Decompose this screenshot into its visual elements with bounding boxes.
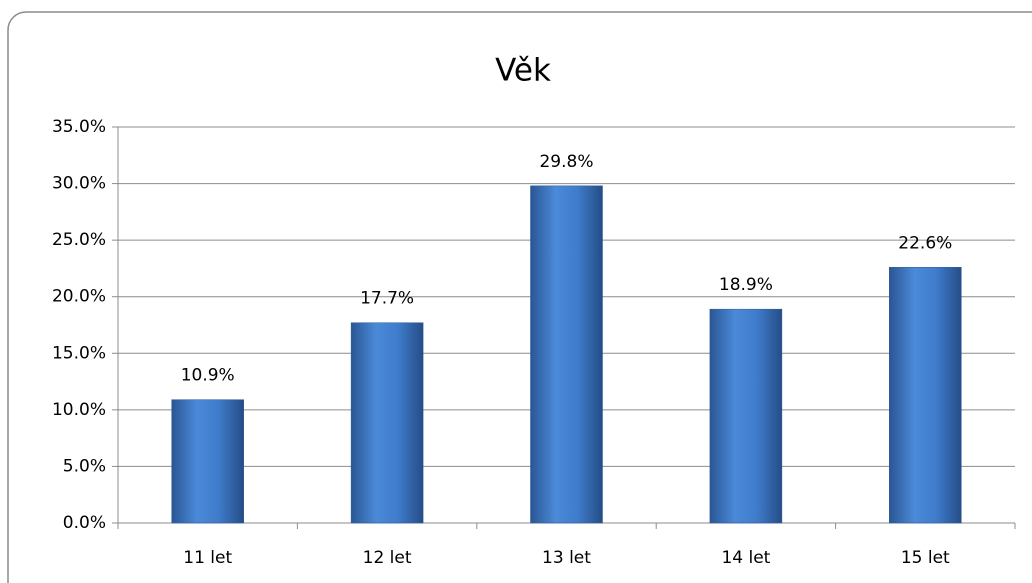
data-label: 17.7%: [360, 289, 414, 309]
chart-frame: [7, 11, 1032, 583]
bar: [530, 185, 603, 524]
data-label: 29.8%: [539, 152, 593, 172]
y-tick-label: 35.0%: [52, 117, 106, 137]
y-tick-label: 15.0%: [52, 343, 106, 363]
y-tick-label: 30.0%: [52, 174, 106, 194]
y-tick-label: 0.0%: [63, 513, 106, 533]
data-label: 10.9%: [181, 366, 235, 386]
bar: [709, 308, 783, 524]
data-label: 22.6%: [898, 233, 952, 253]
x-tick-label: 12 let: [363, 548, 412, 568]
x-tick-label: 15 let: [901, 548, 950, 568]
chart-title: Věk: [495, 53, 551, 89]
y-tick-label: 5.0%: [63, 456, 106, 476]
bar: [350, 322, 424, 524]
bar: [889, 267, 962, 524]
x-tick-label: 11 let: [183, 548, 232, 568]
y-tick-label: 20.0%: [52, 287, 106, 307]
bar: [171, 399, 244, 524]
y-tick-label: 10.0%: [52, 400, 106, 420]
y-tick-label: 25.0%: [52, 230, 106, 250]
x-tick-label: 14 let: [721, 548, 770, 568]
x-tick-label: 13 let: [542, 548, 591, 568]
data-label: 18.9%: [719, 275, 773, 295]
